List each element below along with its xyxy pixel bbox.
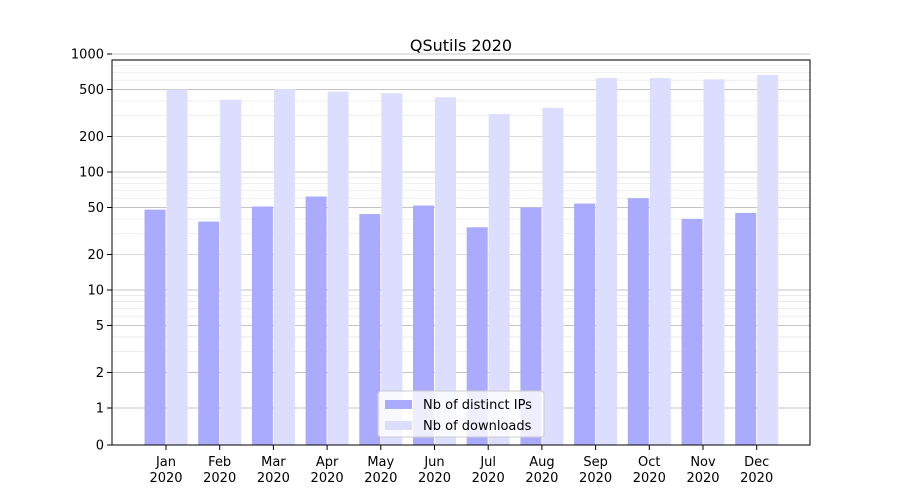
bar-downloads-nov <box>703 79 725 445</box>
x-tick-label: May 2020 <box>364 455 397 486</box>
bar-downloads-jul <box>488 114 510 445</box>
y-tick-label: 5 <box>96 319 104 334</box>
x-tick-label: Oct 2020 <box>633 455 666 486</box>
x-tick-label: Feb 2020 <box>203 455 236 486</box>
bar-ips-nov <box>681 218 703 445</box>
legend-box <box>377 390 545 438</box>
x-tick-label: Sep 2020 <box>579 455 612 486</box>
bar-downloads-feb <box>220 99 242 446</box>
bar-downloads-jun <box>435 97 456 445</box>
bar-ips-sep <box>574 203 596 445</box>
bar-ips-dec <box>735 212 757 445</box>
x-tick-label: Jun 2020 <box>418 455 451 486</box>
y-tick-label: 500 <box>79 83 104 98</box>
y-tick-label: 100 <box>79 166 104 181</box>
bar-downloads-aug <box>542 107 564 445</box>
bar-ips-oct <box>627 198 649 445</box>
plot-frame <box>111 59 811 446</box>
bar-ips-jan <box>144 209 166 445</box>
x-tick-label: Mar 2020 <box>257 455 290 486</box>
x-tick-label: Jan 2020 <box>149 455 182 486</box>
bar-downloads-oct <box>649 78 671 446</box>
bar-ips-apr <box>305 196 327 445</box>
bar-downloads-jan <box>166 89 188 445</box>
x-tick-label: Apr 2020 <box>311 455 344 486</box>
y-tick-label: 20 <box>87 248 104 263</box>
bar-downloads-dec <box>757 74 779 445</box>
chart-title: QSutils 2020 <box>410 36 512 55</box>
x-tick-label: Nov 2020 <box>686 455 719 486</box>
x-tick-label: Dec 2020 <box>740 455 773 486</box>
legend-swatch-ips <box>385 400 412 409</box>
x-tick-label: Aug 2020 <box>525 455 558 486</box>
bars <box>144 74 779 446</box>
y-tick-label: 200 <box>79 130 104 145</box>
y-tick-label: 1000 <box>71 48 104 63</box>
x-tick-label: Jul 2020 <box>472 455 505 486</box>
y-axis: 0 1 2 5 10 20 50 100 200 500 1000 <box>71 48 112 454</box>
bar-downloads-mar <box>273 89 295 445</box>
bar-downloads-may <box>381 93 403 446</box>
bar-ips-jun <box>413 205 434 445</box>
y-tick-label: 50 <box>87 201 104 216</box>
legend-swatch-downloads <box>385 421 412 430</box>
y-tick-label: 10 <box>87 284 104 299</box>
legend-label-ips: Nb of distinct IPs <box>423 398 532 413</box>
legend-label-downloads: Nb of downloads <box>423 419 532 434</box>
bar-ips-mar <box>251 206 273 445</box>
y-tick-label: 0 <box>96 439 104 454</box>
y-tick-label: 2 <box>96 366 104 381</box>
bar-ips-feb <box>198 221 220 445</box>
bar-ips-may <box>359 214 381 445</box>
bar-downloads-sep <box>596 78 618 446</box>
y-tick-label: 1 <box>96 402 104 417</box>
bar-downloads-apr <box>327 91 349 446</box>
x-axis: Jan 2020 Feb 2020 Mar 2020 Apr 2020 May 2020 Jun 20… <box>149 445 773 486</box>
legend: Nb of distinct IPs Nb of downloads <box>377 390 545 438</box>
bar-ips-aug <box>520 207 542 445</box>
